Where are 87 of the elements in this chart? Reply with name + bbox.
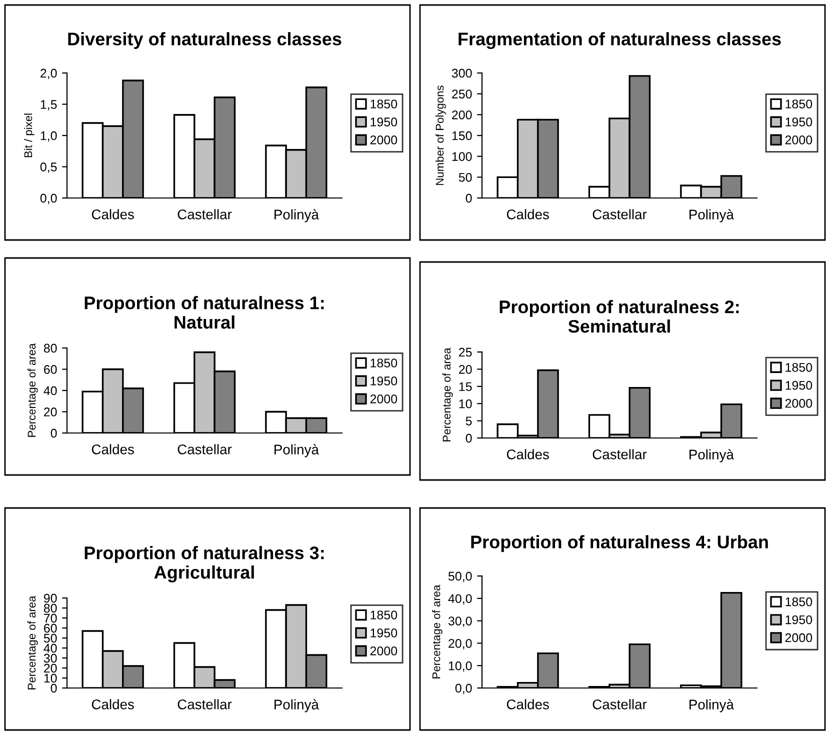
x-tick-label: Caldes xyxy=(92,444,134,454)
y-tick-label: 300 xyxy=(452,68,472,78)
y-tick-label: 20 xyxy=(459,365,472,374)
x-tick-label: Caldes xyxy=(506,449,549,460)
y-tick-label: 200 xyxy=(452,110,472,120)
x-tick-label: Castellar xyxy=(592,209,647,220)
legend-label: 2000 xyxy=(785,136,812,144)
legend-label: 1950 xyxy=(370,376,398,386)
y-tick-label: 90 xyxy=(44,594,57,603)
y-tick-label: 0 xyxy=(466,194,472,203)
y-tick-label: 150 xyxy=(452,131,472,140)
y-axis-title: Percentage of area xyxy=(442,348,453,442)
y-tick-label: 0,0 xyxy=(40,194,57,204)
x-tick-label: Caldes xyxy=(92,699,134,710)
x-tick-label: Caldes xyxy=(506,209,549,220)
y-axis-title: Percentage of area xyxy=(432,584,442,678)
legend-label: 1850 xyxy=(786,597,812,606)
y-tick-label: 10,0 xyxy=(448,661,472,672)
y-tick-label: 0 xyxy=(466,434,472,443)
legend-label: 1950 xyxy=(786,118,812,126)
x-tick-label: Polinyà xyxy=(274,209,319,222)
legend-label: 1850 xyxy=(786,100,812,108)
legend-label: 2000 xyxy=(370,394,398,404)
y-tick-label: 0,0 xyxy=(455,684,472,694)
y-tick-label: 0 xyxy=(50,428,57,438)
legend-label: 1950 xyxy=(370,628,398,638)
y-tick-label: 10 xyxy=(459,399,472,408)
y-tick-label: 5 xyxy=(466,416,472,426)
y-axis-title: Bit / pixel xyxy=(24,114,34,158)
chart-title: Diversity of naturalness classes xyxy=(68,32,342,49)
y-tick-label: 80 xyxy=(44,604,57,613)
y-tick-label: 1,5 xyxy=(40,100,57,110)
legend-label: 1950 xyxy=(786,380,812,390)
x-tick-label: Polinyà xyxy=(690,209,734,222)
y-tick-label: 50 xyxy=(44,634,57,643)
y-tick-label: 30,0 xyxy=(448,616,472,627)
y-tick-label: 30 xyxy=(44,654,57,663)
legend-label: 1850 xyxy=(370,610,398,620)
x-tick-label: Polinyà xyxy=(274,444,319,458)
y-tick-label: 2,0 xyxy=(40,68,57,80)
y-axis-title: Number of Polygons xyxy=(436,86,446,185)
y-tick-label: 80 xyxy=(44,344,57,353)
x-tick-label: Castellar xyxy=(178,444,232,454)
chart-title: Fragmentation of naturalness classes xyxy=(458,32,781,50)
y-tick-label: 1,0 xyxy=(40,131,57,142)
chart-title: Proportion of naturalness 3: Agricultural xyxy=(84,546,324,582)
legend-label: 1850 xyxy=(786,362,812,372)
chart-title: Proportion of naturalness 4: Urban xyxy=(471,535,768,552)
chart-title: Proportion of naturalness 2: Seminatural xyxy=(500,300,739,333)
y-tick-label: 40 xyxy=(44,644,57,653)
legend-label: 1950 xyxy=(786,615,812,624)
x-tick-label: Castellar xyxy=(592,449,647,460)
y-tick-label: 20 xyxy=(44,408,57,416)
y-tick-label: 20 xyxy=(44,664,57,673)
legend-label: 1950 xyxy=(370,118,398,126)
y-tick-label: 60 xyxy=(44,365,57,374)
x-tick-label: Polinyà xyxy=(274,699,319,712)
y-tick-label: 15 xyxy=(459,382,472,392)
y-tick-label: 0,5 xyxy=(40,162,57,173)
legend-label: 2000 xyxy=(785,633,812,642)
x-tick-label: Polinyà xyxy=(690,699,734,712)
y-tick-label: 0 xyxy=(50,684,57,693)
x-tick-label: Castellar xyxy=(178,699,232,710)
x-tick-label: Castellar xyxy=(592,699,647,710)
legend-label: 2000 xyxy=(785,398,812,408)
x-tick-label: Caldes xyxy=(92,209,134,220)
legend-label: 1850 xyxy=(370,358,398,368)
legend-label: 2000 xyxy=(370,646,398,656)
y-tick-label: 40 xyxy=(44,386,57,396)
y-tick-label: 50,0 xyxy=(448,572,472,582)
x-tick-label: Polinyà xyxy=(690,449,734,462)
y-tick-label: 50 xyxy=(458,172,472,182)
y-axis-title: Percentage of area xyxy=(27,596,38,690)
y-tick-label: 20,0 xyxy=(448,639,472,650)
y-tick-label: 60 xyxy=(44,624,57,633)
legend-label: 2000 xyxy=(370,136,398,144)
y-tick-label: 250 xyxy=(452,90,472,98)
y-tick-label: 10 xyxy=(44,674,57,683)
y-tick-label: 100 xyxy=(452,152,472,161)
y-tick-label: 70 xyxy=(44,614,57,623)
x-tick-label: Caldes xyxy=(506,699,549,710)
legend-label: 1850 xyxy=(370,100,398,108)
y-tick-label: 25 xyxy=(459,348,472,357)
x-tick-label: Castellar xyxy=(178,209,232,220)
y-axis-title: Percentage of area xyxy=(27,343,38,437)
y-tick-label: 40,0 xyxy=(448,594,472,605)
chart-title: Proportion of naturalness 1: Natural xyxy=(84,296,324,329)
